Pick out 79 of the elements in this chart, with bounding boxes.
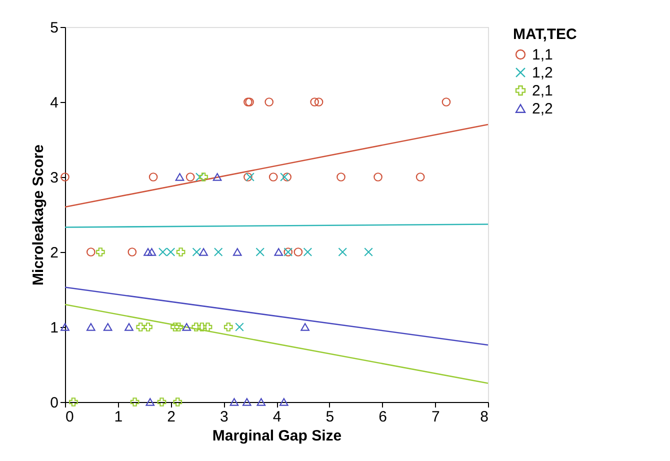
point [195, 172, 204, 182]
point [148, 172, 158, 182]
point [192, 248, 202, 256]
point [173, 398, 182, 406]
point [303, 248, 312, 256]
point [86, 248, 96, 256]
point [212, 173, 222, 181]
y-tick-label: 1 [50, 320, 58, 336]
point [124, 323, 134, 331]
point [192, 322, 201, 332]
point [310, 98, 319, 106]
legend-title: MAT,TEC [513, 26, 578, 43]
point [86, 323, 96, 331]
point [264, 98, 274, 106]
x-tick-label: 4 [272, 408, 282, 426]
point [147, 248, 156, 256]
x-axis-title: Marginal Gap Size [212, 428, 342, 444]
point [235, 322, 244, 332]
y-tick-label: 0 [50, 394, 58, 412]
point [146, 398, 155, 406]
y-tick-label: 2 [50, 244, 58, 262]
legend-label: 2,2 [532, 100, 553, 118]
point [279, 398, 288, 406]
point [364, 248, 373, 256]
point [130, 398, 140, 406]
point [174, 322, 184, 332]
point [282, 172, 292, 182]
x-tick-label: 0 [66, 408, 74, 426]
point [170, 322, 180, 332]
x-tick-label: 7 [431, 408, 440, 426]
point [230, 398, 239, 406]
point [199, 248, 208, 256]
point [336, 172, 346, 182]
point [294, 248, 303, 256]
point [198, 322, 206, 332]
point [268, 172, 278, 182]
point [314, 98, 324, 106]
point [60, 172, 70, 182]
point [128, 248, 137, 256]
point [96, 248, 105, 256]
point [103, 323, 112, 331]
point [232, 248, 242, 256]
point [374, 172, 382, 182]
point [300, 323, 310, 331]
legend-label: 1,2 [532, 64, 553, 82]
point [416, 172, 425, 182]
point [144, 322, 152, 332]
point [175, 173, 184, 181]
y-tick-label: 4 [50, 94, 58, 112]
x-tick-label: 6 [378, 408, 387, 426]
point [214, 248, 223, 256]
y-tick-label: 3 [50, 170, 58, 186]
y-axis-title: Microleakage Score [30, 144, 48, 286]
point [144, 248, 152, 256]
point [157, 398, 166, 406]
x-tick-label: 1 [114, 408, 123, 426]
x-tick-label: 3 [220, 408, 228, 426]
point [442, 98, 451, 106]
x-tick-label: 5 [326, 408, 334, 426]
point [224, 322, 233, 332]
point [256, 398, 266, 406]
point [182, 323, 192, 331]
point [256, 248, 265, 256]
point [242, 398, 252, 406]
point [203, 322, 212, 332]
point [338, 248, 348, 256]
point [274, 248, 284, 256]
point [199, 172, 208, 182]
point [186, 172, 195, 182]
x-tick-label: 8 [480, 408, 488, 426]
point [176, 248, 186, 256]
legend-label: 2,1 [532, 82, 553, 100]
point [280, 172, 289, 182]
point [69, 398, 78, 406]
x-tick-label: 2 [167, 408, 176, 426]
point [136, 322, 146, 332]
y-tick-label: 5 [50, 20, 58, 36]
legend-label: 1,1 [532, 46, 553, 64]
point [60, 323, 70, 331]
